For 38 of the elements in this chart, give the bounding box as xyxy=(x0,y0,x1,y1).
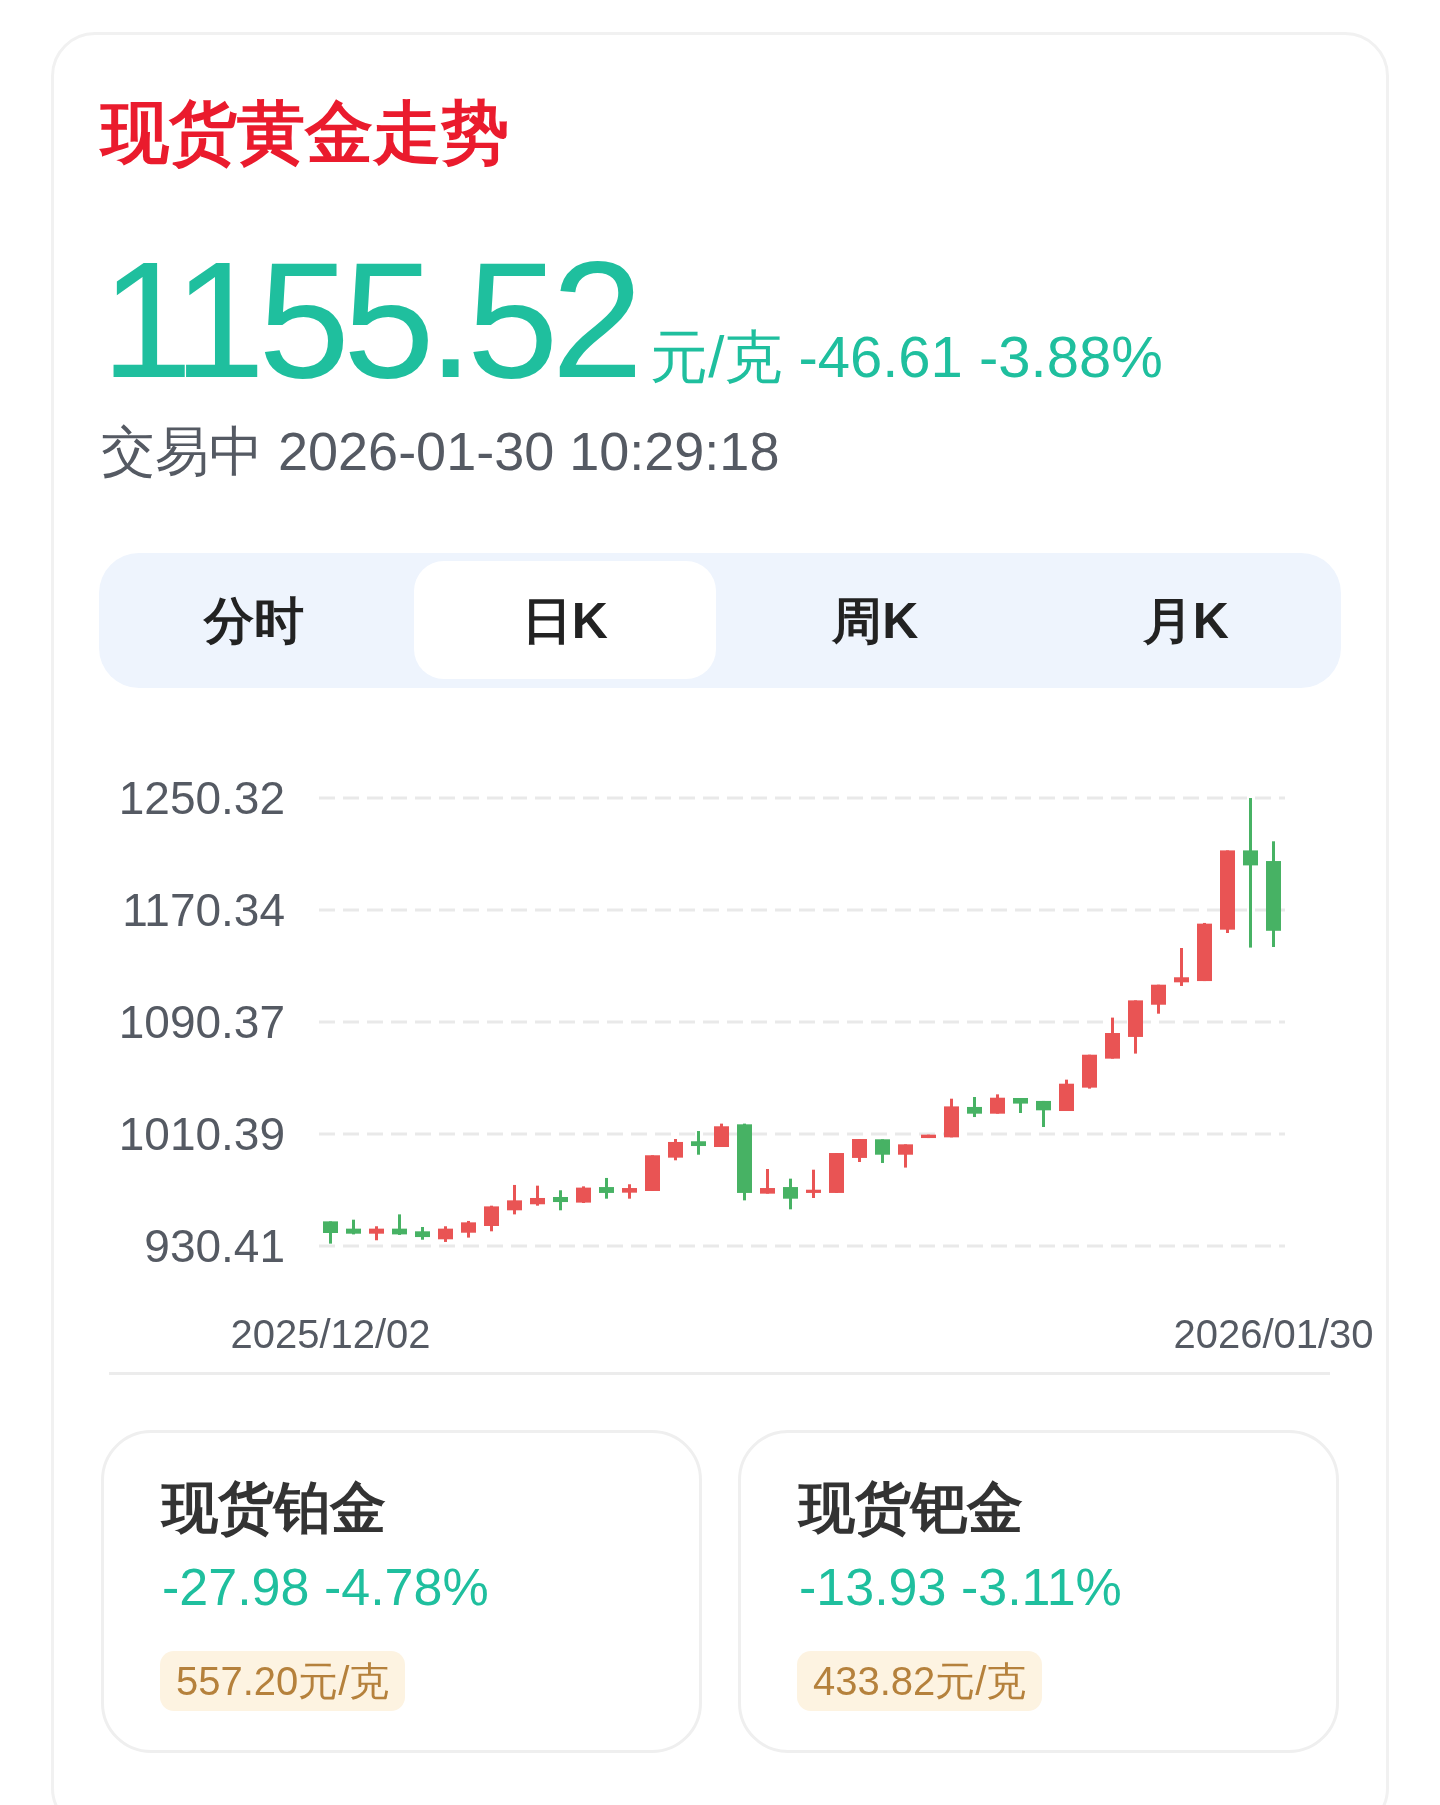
y-tick-label: 1010.39 xyxy=(118,1108,285,1161)
candlestick xyxy=(484,1205,499,1232)
price-badge: 557.20元/克 xyxy=(160,1651,406,1711)
candlestick xyxy=(553,1190,568,1211)
candlestick xyxy=(668,1139,683,1161)
x-tick-label: 2025/12/02 xyxy=(230,1312,431,1357)
candlestick xyxy=(783,1178,798,1210)
x-tick-label: 2026/01/30 xyxy=(1173,1312,1374,1357)
text: 元/克 -46.61 -3.88% xyxy=(650,324,1163,389)
text: 现货钯金 xyxy=(799,1476,1023,1539)
text: 交易中 2026-01-30 10:29:18 xyxy=(101,421,780,481)
candlestick xyxy=(806,1169,821,1198)
price-badge: 433.82元/克 xyxy=(797,1651,1043,1711)
text: 现货铂金 xyxy=(162,1476,386,1539)
candlestick xyxy=(760,1168,775,1194)
candlestick xyxy=(1036,1099,1051,1127)
candlestick xyxy=(1243,798,1258,948)
candlestick xyxy=(1151,984,1166,1014)
candlestick xyxy=(530,1185,545,1206)
candlestick xyxy=(691,1131,706,1155)
y-tick-label: 1250.32 xyxy=(118,772,285,825)
chart-title: 现货黄金走势 xyxy=(101,94,509,170)
candlestick xyxy=(323,1221,338,1244)
candlestick xyxy=(875,1139,890,1163)
y-tick-label: 930.41 xyxy=(144,1220,285,1273)
candlestick xyxy=(852,1139,867,1162)
y-tick-label: 1090.37 xyxy=(118,996,285,1049)
candlestick xyxy=(990,1094,1005,1114)
text: 1155.52 xyxy=(101,228,637,412)
text: -13.93 -3.11% xyxy=(799,1558,1122,1616)
text: -27.98 -4.78% xyxy=(162,1558,489,1616)
candlestick xyxy=(507,1183,522,1215)
candlestick xyxy=(898,1144,913,1168)
tab-bar: 分时 日K 周K 月K xyxy=(99,553,1341,688)
y-tick-label: 1170.34 xyxy=(122,884,285,937)
candlestick xyxy=(967,1097,982,1119)
candlestick xyxy=(599,1176,614,1199)
candlestick xyxy=(1174,948,1189,986)
